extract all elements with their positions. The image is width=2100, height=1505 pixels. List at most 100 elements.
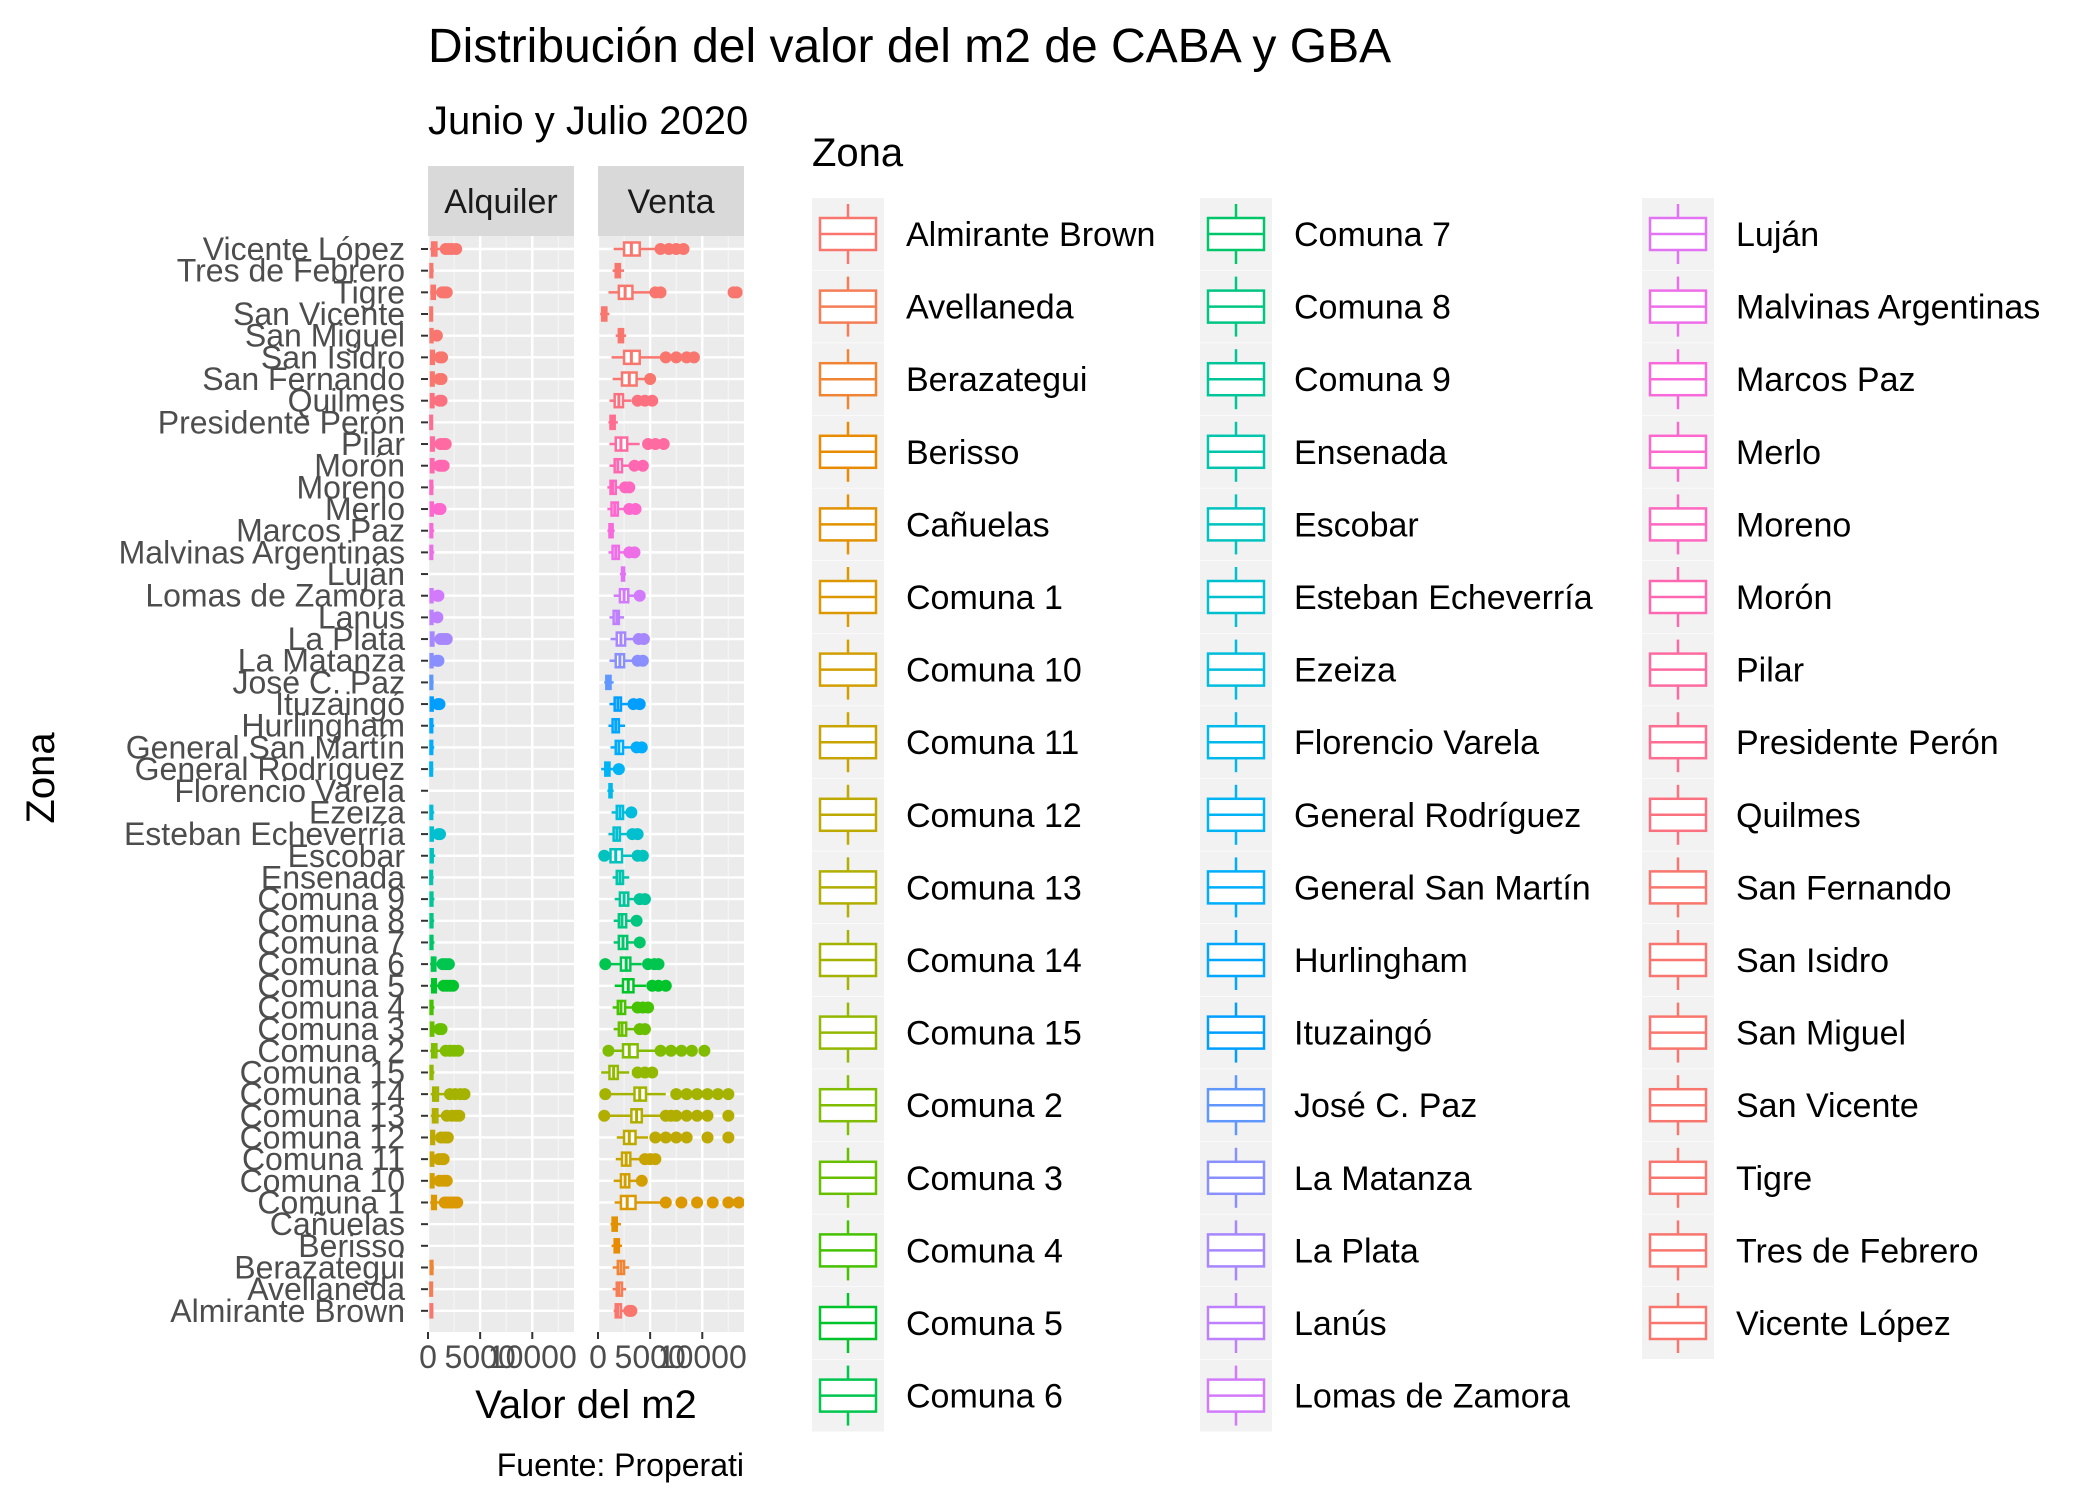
outlier-point xyxy=(685,1044,698,1057)
boxplot xyxy=(430,1108,466,1124)
boxplot xyxy=(612,371,657,387)
legend-label: Morón xyxy=(1736,579,1832,617)
legend-item: Malvinas Argentinas xyxy=(1642,270,2040,343)
outlier-point xyxy=(612,763,625,776)
outlier-point xyxy=(630,914,643,927)
y-tick-label: Comuna 15 xyxy=(240,1054,405,1090)
facet-label: Venta xyxy=(628,183,715,221)
outlier-point xyxy=(432,589,445,602)
y-tick-label: San Miguel xyxy=(245,318,405,354)
legend-label: Merlo xyxy=(1736,434,1821,472)
boxplot xyxy=(429,674,434,691)
y-tick-label: Berazategui xyxy=(234,1249,405,1285)
y-tick-label: Comuna 8 xyxy=(257,903,405,939)
boxplot xyxy=(619,566,627,582)
y-tick-label: Tigre xyxy=(333,274,405,310)
outlier-point xyxy=(657,438,670,451)
legend-label: General Rodríguez xyxy=(1294,797,1581,835)
outlier-point xyxy=(437,1153,450,1166)
y-tick-label: Comuna 14 xyxy=(240,1076,405,1112)
boxplot xyxy=(429,826,446,842)
y-tick-label: Lanús xyxy=(318,599,405,635)
x-tick-label: 10000 xyxy=(658,1339,747,1375)
boxplot xyxy=(611,349,700,366)
outlier-point xyxy=(675,1196,688,1209)
outlier-point xyxy=(633,936,646,949)
boxplot xyxy=(429,501,447,517)
boxplot xyxy=(429,609,444,626)
facet-label: Alquiler xyxy=(444,183,557,221)
outlier-point xyxy=(440,1174,453,1187)
legend-item: La Plata xyxy=(1200,1214,1419,1287)
y-tick-label: General Rodríguez xyxy=(135,751,405,787)
boxplot xyxy=(429,717,435,734)
y-tick-label: Comuna 6 xyxy=(257,946,405,982)
boxplot xyxy=(604,674,614,691)
legend-item: Comuna 6 xyxy=(812,1359,1063,1432)
outlier-point xyxy=(654,243,667,255)
boxplot xyxy=(609,436,670,452)
legend-item: José C. Paz xyxy=(1200,1069,1477,1142)
boxplot xyxy=(429,371,448,387)
legend-label: Tres de Febrero xyxy=(1736,1232,1979,1270)
legend-label: Ensenada xyxy=(1294,434,1447,472)
outlier-point xyxy=(722,1196,735,1209)
boxplot xyxy=(430,978,460,994)
legend-label: Lanús xyxy=(1294,1305,1387,1343)
legend-label: Comuna 8 xyxy=(1294,289,1451,327)
boxplot xyxy=(614,1194,744,1211)
y-tick-label: Comuna 3 xyxy=(257,1011,405,1047)
outlier-point xyxy=(659,979,672,992)
y-tick-label: Avellaneda xyxy=(247,1271,405,1307)
outlier-point xyxy=(659,1131,672,1144)
boxplots xyxy=(429,241,471,1319)
y-axis-title: Zona xyxy=(19,732,63,824)
outlier-point xyxy=(646,1066,659,1079)
legend-label: Comuna 2 xyxy=(906,1087,1063,1125)
legend: Almirante Brown Avellaneda Berazategui Beri… xyxy=(812,198,2040,1432)
legend-item: Comuna 7 xyxy=(1200,198,1451,270)
outlier-point xyxy=(434,503,447,516)
boxplot xyxy=(429,392,448,409)
boxplot xyxy=(429,327,443,344)
legend-item: Comuna 1 xyxy=(812,561,1063,633)
legend-item: Comuna 2 xyxy=(812,1069,1063,1142)
boxplot xyxy=(429,522,435,539)
outlier-point xyxy=(628,546,641,559)
boxplot xyxy=(616,1129,735,1146)
outlier-point xyxy=(701,1109,714,1122)
outlier-point xyxy=(453,1109,466,1122)
y-tick-label: Luján xyxy=(327,556,405,592)
boxplot xyxy=(608,414,618,431)
legend-item: San Fernando xyxy=(1642,851,1952,924)
outlier-point xyxy=(633,698,646,711)
outlier-point xyxy=(432,654,445,667)
legend-item: Luján xyxy=(1642,198,1819,270)
legend-label: Comuna 13 xyxy=(906,869,1082,907)
y-tick-label: Malvinas Argentinas xyxy=(119,534,405,570)
y-tick-label: Esteban Echeverría xyxy=(124,816,405,852)
legend-label: Berisso xyxy=(906,434,1019,472)
outlier-point xyxy=(691,1088,704,1101)
outlier-point xyxy=(646,394,659,407)
boxplot xyxy=(429,414,434,431)
legend-label: Berazategui xyxy=(906,361,1087,399)
legend-item: Escobar xyxy=(1200,488,1419,561)
boxplot xyxy=(607,783,614,799)
boxplot xyxy=(430,241,463,257)
boxplot xyxy=(614,891,651,907)
outlier-point xyxy=(433,828,446,841)
boxplot xyxy=(429,349,449,366)
boxplots xyxy=(598,241,744,1319)
boxplot xyxy=(613,241,690,257)
y-tick-label: Tres de Febrero xyxy=(177,253,405,289)
y-tick-label: Comuna 13 xyxy=(240,1098,405,1134)
y-tick-label: San Isidro xyxy=(261,339,405,375)
legend-item: Cañuelas xyxy=(812,488,1050,561)
boxplot xyxy=(429,1259,434,1276)
y-tick-label: Comuna 10 xyxy=(240,1163,405,1199)
outlier-point xyxy=(711,1088,724,1101)
boxplot xyxy=(429,587,445,604)
outlier-point xyxy=(665,1044,677,1057)
